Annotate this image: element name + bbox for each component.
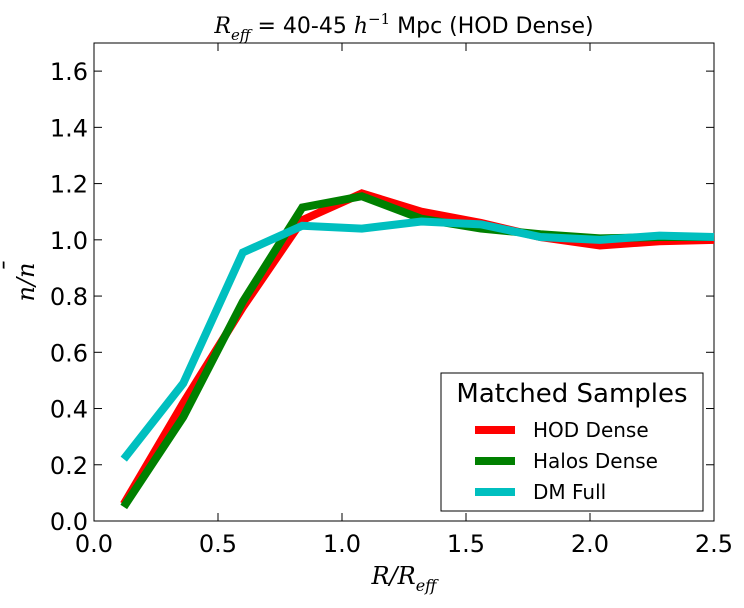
chart-title: Reff = 40-45 h−1 Mpc (HOD Dense) bbox=[213, 10, 593, 44]
y-axis-label: n/n bbox=[12, 262, 40, 301]
series-lines bbox=[120, 189, 715, 510]
title-r-main: R bbox=[213, 14, 231, 39]
legend-entries: HOD Dense Halos Dense DM Full bbox=[475, 418, 658, 504]
title-suffix: Mpc (HOD Dense) bbox=[390, 14, 593, 39]
y-axis-label-n: n/ bbox=[12, 275, 40, 301]
x-tick-label-4: 2.0 bbox=[571, 530, 609, 558]
y-axis-label-bar: ¯ bbox=[0, 261, 27, 273]
title-r-sub: eff bbox=[231, 26, 253, 44]
y-tick-label-1: 0.2 bbox=[50, 452, 88, 480]
x-tick-label-1: 0.5 bbox=[199, 530, 237, 558]
axis-ticks bbox=[93, 43, 715, 522]
title-h-sup: −1 bbox=[368, 10, 390, 28]
legend-title: Matched Samples bbox=[456, 379, 687, 409]
y-tick-label-4: 0.8 bbox=[50, 283, 88, 311]
axis-tick-labels: 0.0 0.5 1.0 1.5 2.0 2.5 0.0 0.2 0.4 0.6 0.8 1.0 1.2 1… bbox=[50, 58, 733, 558]
x-tick-label-3: 1.5 bbox=[447, 530, 485, 558]
y-tick-label-3: 0.6 bbox=[50, 339, 88, 367]
y-tick-label-6: 1.2 bbox=[50, 171, 88, 199]
legend-label-hod-dense: HOD Dense bbox=[533, 418, 649, 442]
y-axis-label-group: n/n ¯ bbox=[0, 261, 40, 302]
y-axis-label-nbar: n bbox=[12, 262, 40, 277]
y-tick-label-8: 1.6 bbox=[50, 58, 88, 86]
x-tick-label-0: 0.0 bbox=[75, 530, 113, 558]
legend: Matched Samples HOD Dense Halos Dense DM F… bbox=[440, 372, 704, 512]
plot-frame bbox=[93, 42, 715, 522]
legend-label-halos-dense: Halos Dense bbox=[533, 449, 658, 473]
y-tick-label-7: 1.4 bbox=[50, 114, 88, 142]
x-tick-label-5: 2.5 bbox=[695, 530, 733, 558]
title-middle: = 40-45 bbox=[251, 14, 354, 39]
x-axis-label-sub: eff bbox=[416, 576, 439, 595]
x-axis-label-main: R/R bbox=[370, 562, 415, 590]
x-axis-label: R/Reff bbox=[370, 562, 439, 595]
x-tick-label-2: 1.0 bbox=[323, 530, 361, 558]
y-tick-label-2: 0.4 bbox=[50, 396, 88, 424]
y-tick-label-0: 0.0 bbox=[50, 508, 88, 536]
title-h: h bbox=[354, 14, 368, 39]
y-tick-label-5: 1.0 bbox=[50, 227, 88, 255]
series-line-dm-full bbox=[120, 217, 715, 462]
legend-label-dm-full: DM Full bbox=[533, 480, 606, 504]
